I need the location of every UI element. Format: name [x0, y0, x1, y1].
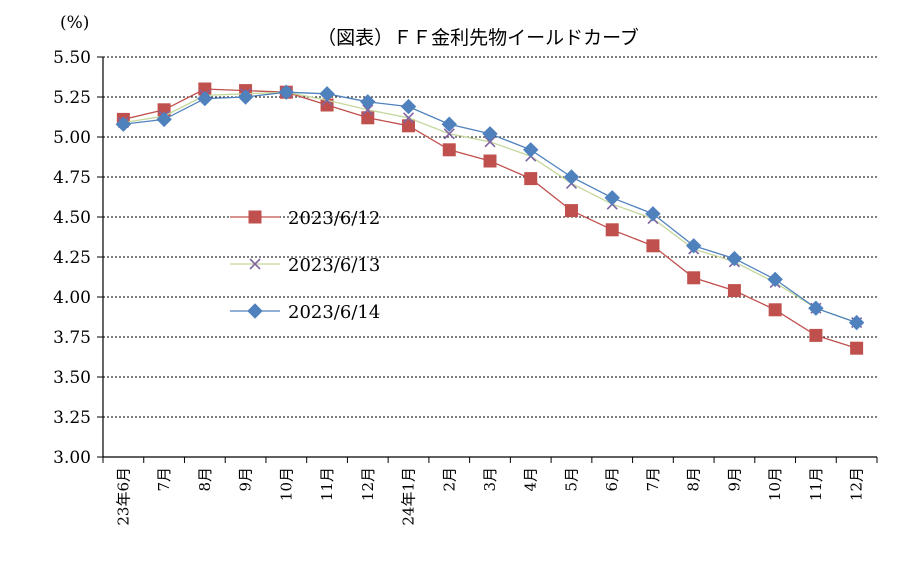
y-tick-label: 3.50: [53, 368, 91, 388]
x-tick-label: 2月: [440, 467, 458, 492]
x-tick-label: 12月: [848, 467, 866, 501]
x-tick-label: 8月: [196, 467, 214, 492]
data-point: [484, 136, 496, 148]
data-point: [483, 154, 497, 168]
data-point: [604, 190, 620, 206]
data-point: [768, 303, 782, 317]
y-tick-label: 5.00: [53, 128, 91, 148]
y-tick-label: 3.00: [53, 448, 91, 468]
data-point: [278, 84, 295, 100]
x-tick-label: 12月: [359, 467, 377, 501]
y-tick-label: 5.25: [53, 88, 91, 108]
y-tick-label: 5.50: [53, 48, 91, 68]
data-point: [197, 90, 213, 107]
data-point: [523, 142, 539, 158]
x-tick-label: 9月: [237, 467, 255, 492]
data-point: [156, 111, 172, 128]
legend: 2023/6/12 2023/6/13 2023/6/14: [230, 208, 380, 323]
y-tick-label: 4.25: [53, 248, 91, 268]
data-point: [646, 239, 660, 253]
data-point: [726, 250, 743, 267]
x-tick-label: 4月: [522, 467, 540, 492]
x-tick-label: 5月: [562, 467, 580, 492]
series-2023-6-12: [116, 82, 864, 355]
x-tick-label: 7月: [644, 467, 662, 492]
data-point: [237, 89, 254, 105]
y-tick-labels: 5.50 5.25 5.00 4.75 4.50 4.25 4.00 3.75 3.50 3.25…: [53, 48, 91, 468]
legend-label: 2023/6/13: [288, 255, 380, 276]
x-tick-label: 11月: [318, 467, 336, 501]
data-point: [564, 204, 578, 218]
data-point: [402, 119, 416, 133]
data-point: [727, 284, 741, 298]
y-unit-label: (%): [60, 13, 89, 33]
data-point: [524, 172, 538, 186]
data-point: [362, 104, 374, 116]
grid: [103, 56, 877, 418]
data-point: [808, 300, 824, 316]
x-tick-label: 11月: [807, 467, 825, 501]
data-point: [442, 143, 456, 157]
legend-item: 2023/6/14: [230, 302, 380, 323]
x-tick-label: 3月: [481, 467, 499, 492]
y-tick-label: 3.75: [53, 328, 91, 348]
data-point: [482, 126, 498, 142]
data-point: [767, 271, 783, 288]
data-point: [563, 169, 580, 185]
data-point: [443, 128, 455, 140]
x-tick-label: 6月: [603, 467, 621, 492]
data-point: [687, 271, 701, 285]
x-tick-label: 7月: [155, 467, 173, 492]
legend-label: 2023/6/14: [288, 302, 380, 323]
data-point: [361, 111, 375, 125]
series-2023-6-14: [115, 84, 865, 331]
legend-item: 2023/6/13: [230, 255, 380, 276]
x-tick-label: 10月: [277, 467, 295, 501]
x-tick-label: 23年6月: [114, 467, 132, 526]
y-tick-label: 3.25: [53, 408, 91, 428]
x-tick-labels: 23年6月 7月 8月 9月 10月 11月 12月 24年1月 2月 3月 4月 5月 6月 7月 8月 9…: [114, 467, 865, 526]
x-tick-label: 9月: [725, 467, 743, 492]
data-point: [115, 116, 132, 132]
data-point: [441, 116, 457, 132]
data-point: [850, 341, 864, 355]
data-point: [319, 86, 335, 102]
x-tick-label: 10月: [766, 467, 784, 501]
legend-marker: [248, 210, 262, 224]
legend-marker: [249, 258, 261, 270]
data-point: [685, 238, 702, 254]
data-point: [360, 94, 376, 110]
data-point: [400, 98, 417, 115]
data-point: [809, 328, 823, 342]
y-tick-label: 4.00: [53, 288, 91, 308]
axes: [97, 56, 878, 463]
data-point: [645, 206, 661, 222]
legend-label: 2023/6/12: [288, 208, 380, 229]
data-point: [402, 112, 415, 124]
x-tick-label: 8月: [685, 467, 703, 492]
x-tick-label: 24年1月: [400, 467, 418, 526]
series-group: [115, 82, 865, 355]
chart-title: （図表）ＦＦ金利先物イールドカーブ: [317, 26, 639, 49]
series-2023-6-13: [117, 86, 863, 329]
data-point: [605, 223, 619, 237]
y-tick-label: 4.75: [53, 168, 91, 188]
y-tick-label: 4.50: [53, 208, 91, 228]
data-point: [848, 314, 865, 331]
legend-marker: [247, 303, 263, 319]
legend-item: 2023/6/12: [230, 208, 380, 229]
